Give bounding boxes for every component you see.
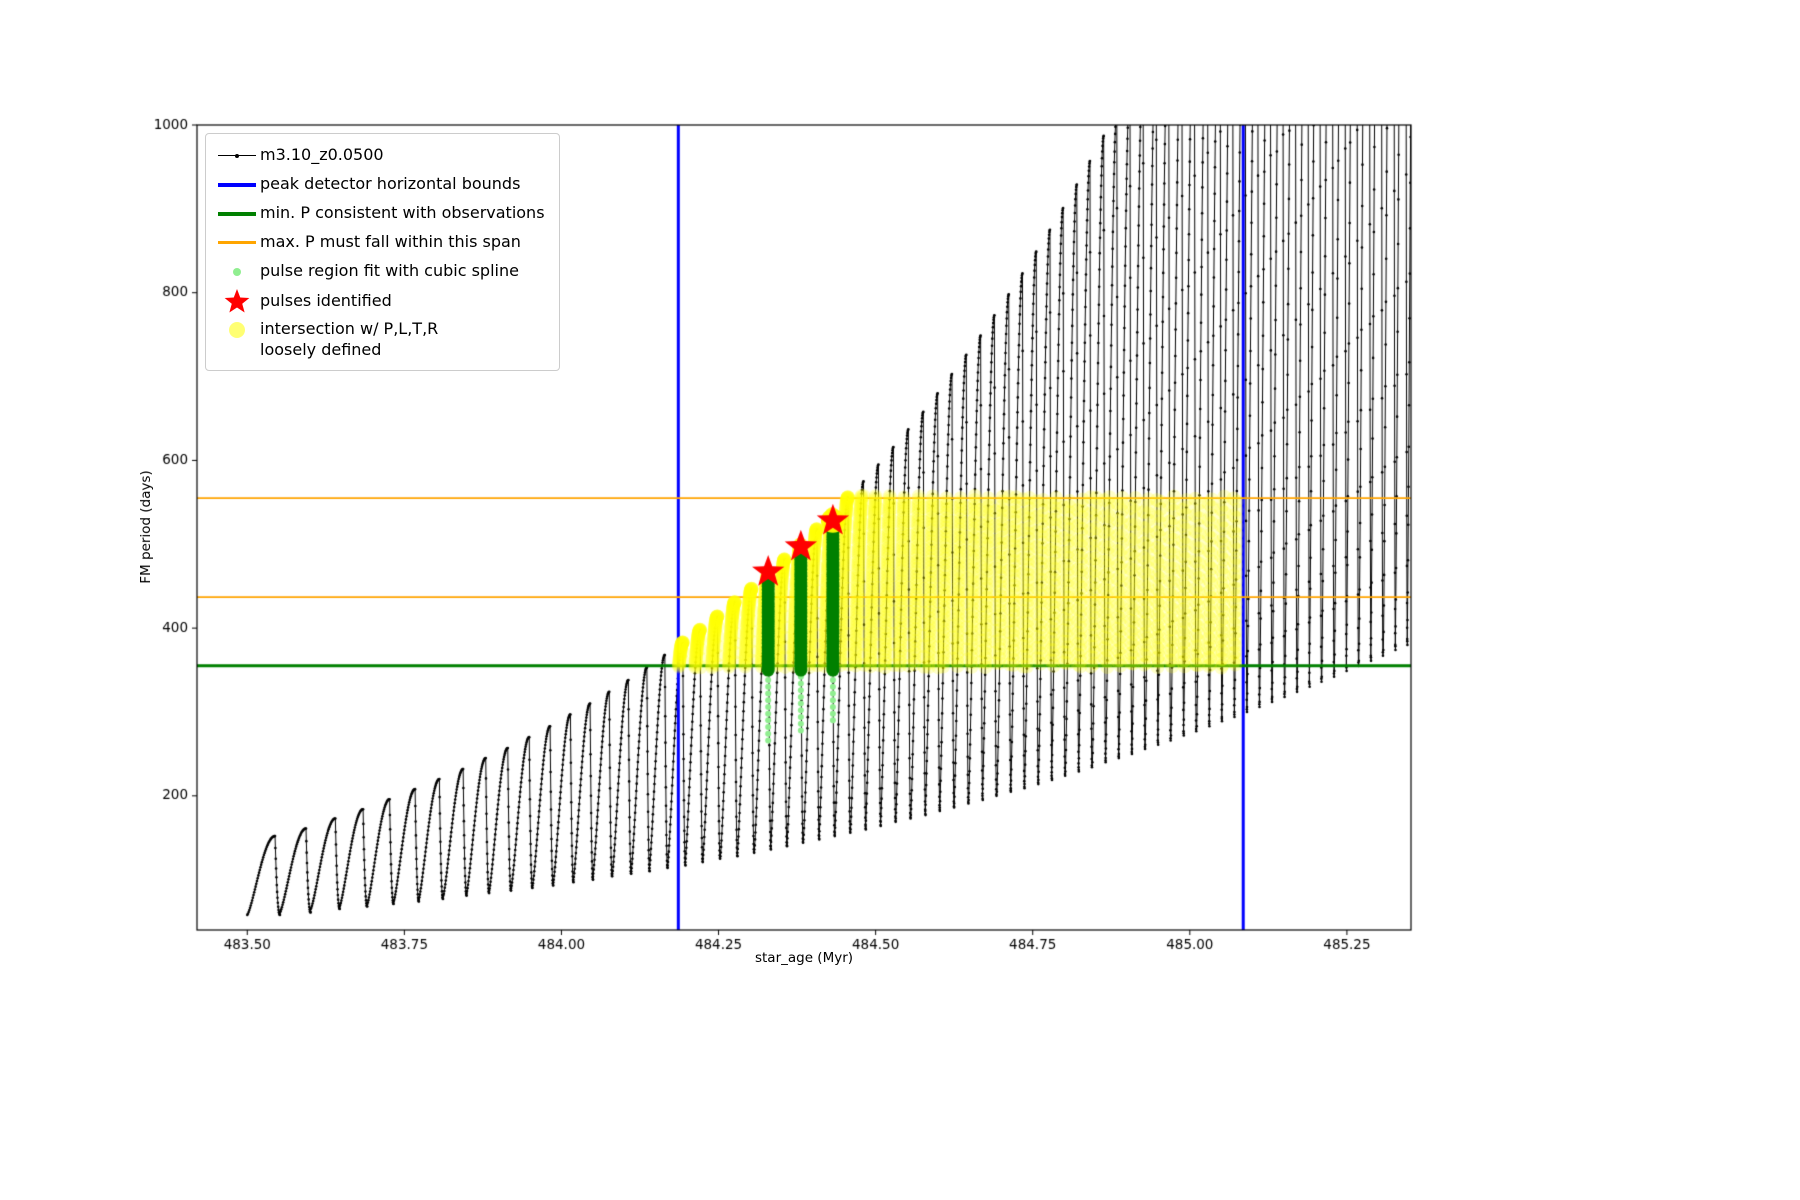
legend: m3.10_z0.0500 peak detector horizontal b… [205,133,560,371]
legend-item-peak-bounds: peak detector horizontal bounds [214,172,545,197]
green-line-icon [214,211,260,216]
legend-item-pulse-region: pulse region fit with cubic spline [214,259,545,284]
x-axis-label: star_age (Myr) [754,950,854,966]
yellow-dot-icon [214,322,260,338]
legend-label: min. P consistent with observations [260,203,545,223]
legend-label: max. P must fall within this span [260,232,521,252]
red-star-icon [214,288,260,315]
y-axis-label: FM period (days) [138,470,154,584]
lightgreen-dot-icon [214,267,260,276]
legend-label: intersection w/ P,L,T,R loosely defined [260,319,439,359]
legend-item-intersection: intersection w/ P,L,T,R loosely defined [214,319,545,361]
orange-line-icon [214,241,260,244]
legend-item-min-p: min. P consistent with observations [214,201,545,226]
blue-line-icon [214,182,260,187]
legend-label: pulse region fit with cubic spline [260,261,519,281]
legend-item-max-p: max. P must fall within this span [214,230,545,255]
legend-item-pulses-identified: pulses identified [214,288,545,315]
legend-label: m3.10_z0.0500 [260,145,384,165]
legend-label: peak detector horizontal bounds [260,174,521,194]
legend-label: pulses identified [260,291,392,311]
legend-item-series: m3.10_z0.0500 [214,143,545,168]
series-line-icon [214,153,260,158]
